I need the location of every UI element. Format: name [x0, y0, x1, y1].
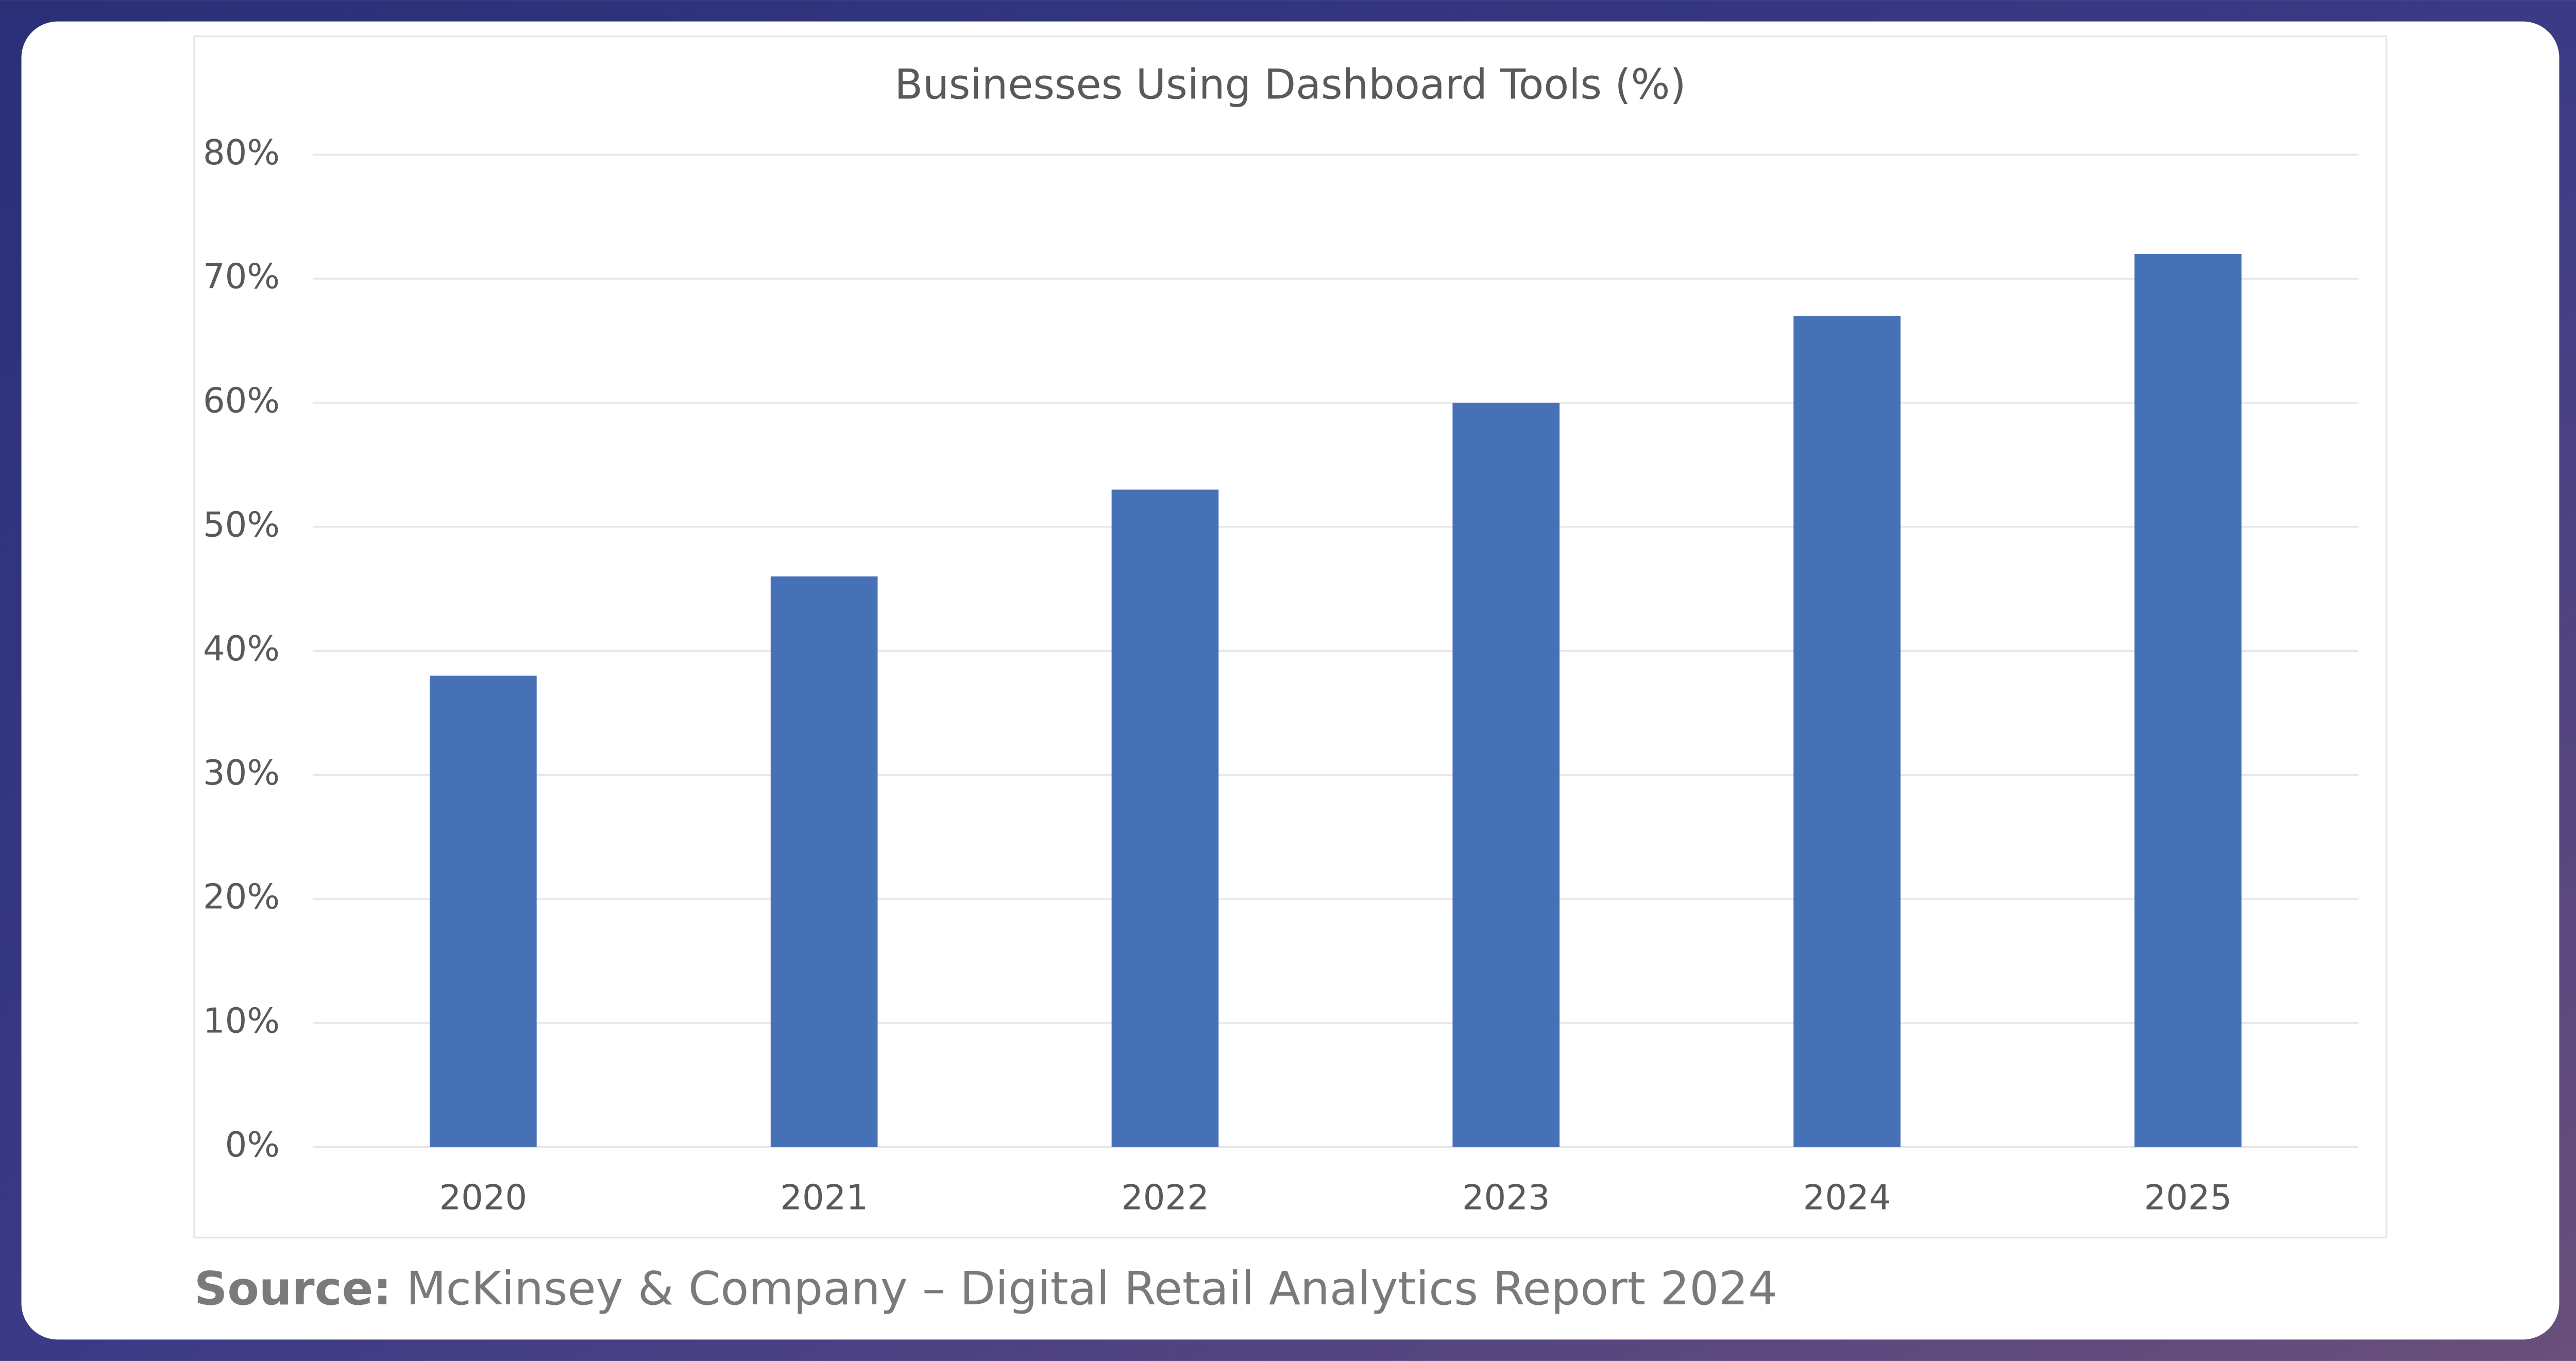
y-tick-label: 0%: [225, 1125, 280, 1165]
bar: [1793, 316, 1901, 1147]
y-tick-label: 20%: [203, 877, 280, 917]
y-tick-label: 40%: [203, 628, 280, 669]
y-tick-label: 30%: [203, 753, 280, 793]
bar: [2134, 253, 2242, 1147]
card: [21, 21, 2560, 1340]
chart-title: Businesses Using Dashboard Tools (%): [894, 60, 1686, 108]
x-tick-label: 2024: [1803, 1177, 1891, 1217]
x-tick-label: 2022: [1121, 1177, 1209, 1217]
source-label: Source:: [194, 1262, 392, 1316]
x-tick-label: 2023: [1462, 1177, 1550, 1217]
y-tick-label: 70%: [203, 257, 280, 297]
y-tick-label: 10%: [203, 1000, 280, 1041]
source: Source: McKinsey & Company – Digital Ret…: [194, 1262, 1777, 1316]
x-tick-label: 2025: [2144, 1177, 2232, 1217]
y-tick-label: 80%: [203, 132, 280, 173]
bar: [430, 675, 537, 1147]
source-text: McKinsey & Company – Digital Retail Anal…: [406, 1262, 1777, 1316]
chart-frame: [193, 35, 2387, 1238]
y-tick-label: 50%: [203, 504, 280, 545]
bar: [1111, 489, 1219, 1147]
x-tick-label: 2021: [780, 1177, 868, 1217]
x-tick-label: 2020: [439, 1177, 527, 1217]
bar: [770, 576, 878, 1147]
y-tick-label: 60%: [203, 380, 280, 420]
bar: [1452, 402, 1560, 1147]
